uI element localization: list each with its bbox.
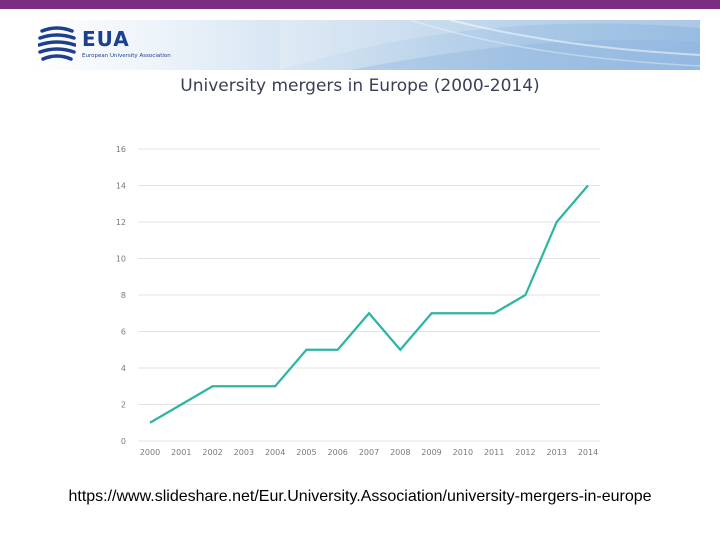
x-tick-label: 2000: [140, 448, 160, 457]
x-tick-label: 2001: [171, 448, 191, 457]
x-tick-label: 2005: [296, 448, 316, 457]
y-tick-label: 4: [121, 364, 126, 373]
y-tick-label: 16: [116, 145, 126, 154]
x-tick-label: 2011: [484, 448, 504, 457]
x-tick-label: 2013: [547, 448, 567, 457]
y-tick-label: 2: [121, 401, 126, 410]
x-axis-ticks: 2000 2001 2002 2003 2004 2005 2006 2007 2008 2009…: [140, 448, 598, 457]
series-line: [149, 184, 589, 424]
x-tick-label: 2002: [202, 448, 222, 457]
eua-logo: EUA European University Association: [38, 23, 178, 67]
globe-emblem-icon: [38, 26, 76, 61]
x-tick-label: 2009: [421, 448, 441, 457]
x-tick-label: 2012: [515, 448, 535, 457]
x-tick-label: 2010: [453, 448, 473, 457]
y-tick-label: 14: [116, 182, 126, 191]
y-tick-label: 10: [116, 255, 126, 264]
y-tick-label: 8: [121, 291, 126, 300]
logo-wordmark: EUA: [82, 27, 130, 51]
y-tick-label: 6: [121, 328, 126, 337]
x-tick-label: 2008: [390, 448, 410, 457]
x-tick-label: 2007: [359, 448, 379, 457]
top-accent-bar: [0, 0, 720, 9]
x-tick-label: 2006: [328, 448, 348, 457]
y-axis-ticks: 0 2 4 6 8 10 12 14 16: [116, 145, 126, 446]
gridlines: [138, 148, 600, 442]
x-tick-label: 2003: [234, 448, 254, 457]
y-tick-label: 12: [116, 218, 126, 227]
chart-title: University mergers in Europe (2000-2014): [180, 76, 540, 96]
logo-subtitle: European University Association: [82, 53, 171, 59]
x-tick-label: 2004: [265, 448, 285, 457]
y-tick-label: 0: [121, 437, 126, 446]
series-layer: [149, 184, 589, 424]
x-tick-label: 2014: [578, 448, 598, 457]
source-link[interactable]: https://www.slideshare.net/Eur.Universit…: [68, 488, 652, 505]
header-banner: EUA European University Association: [30, 20, 700, 70]
banner-swoosh-graphic: [280, 20, 700, 70]
